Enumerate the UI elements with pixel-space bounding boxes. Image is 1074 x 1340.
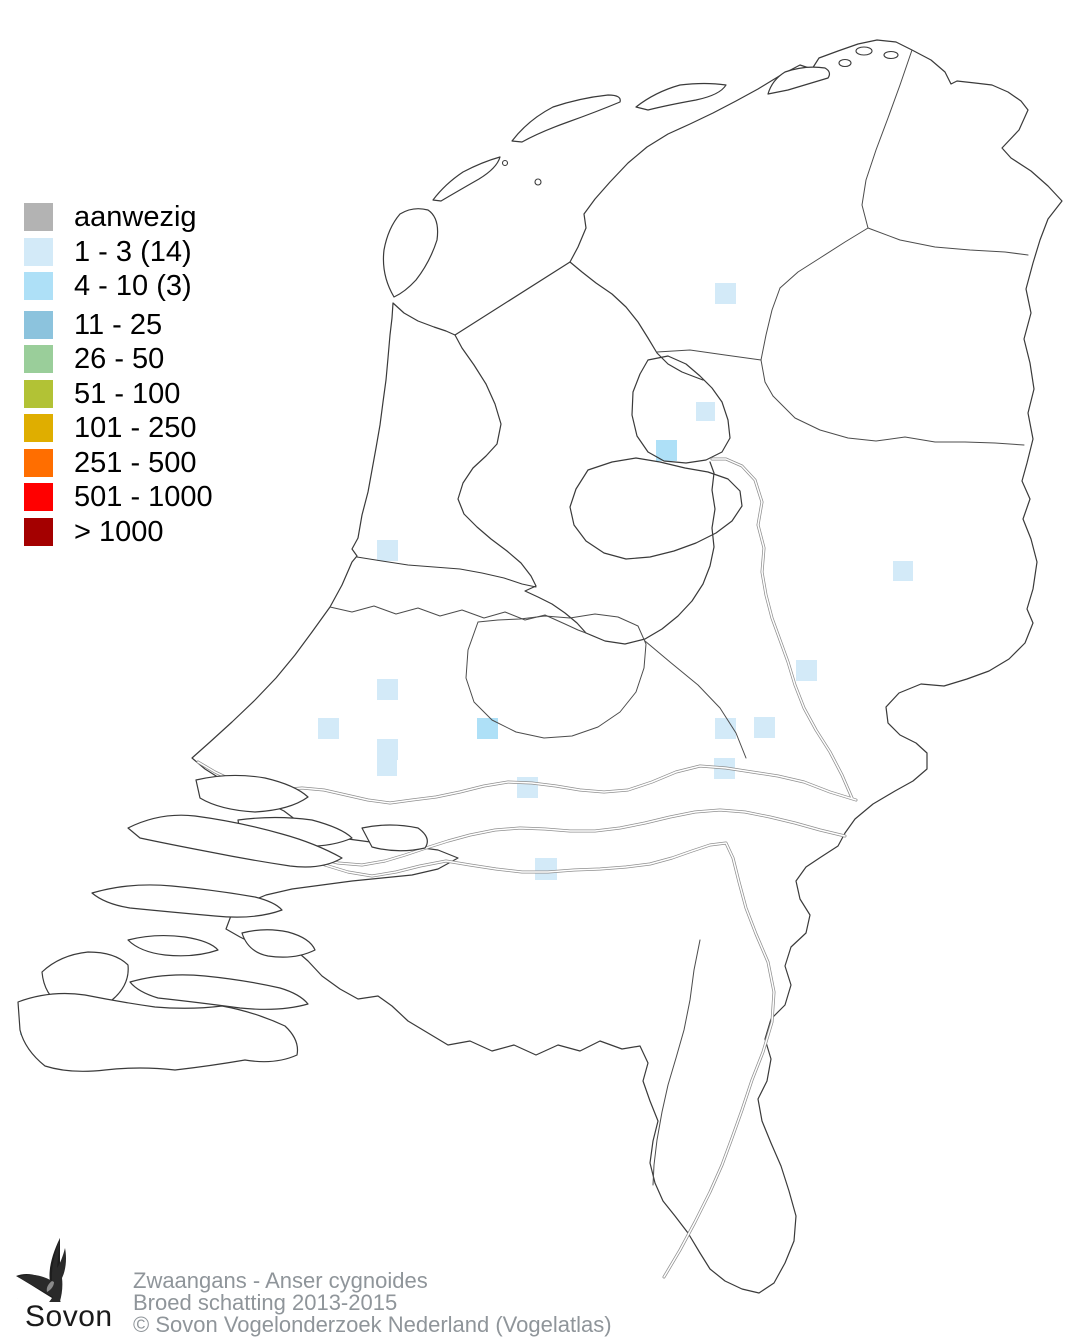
grid-square-1-3 (377, 756, 397, 776)
legend-row: 4 - 10 (3) (24, 270, 213, 302)
legend-swatch (24, 272, 53, 300)
legend-label: 101 - 250 (74, 412, 197, 444)
legend-row: aanwezig (24, 201, 213, 233)
legend-swatch (24, 345, 53, 373)
map-caption: Zwaangans - Anser cygnoides Broed schatt… (133, 1270, 612, 1335)
grid-square-1-3 (893, 561, 913, 581)
legend-swatch (24, 237, 53, 266)
legend-row: 11 - 25 (24, 308, 213, 341)
sovon-logo-text: Sovon (25, 1300, 113, 1333)
legend-row: > 1000 (24, 515, 213, 548)
legend-swatch (24, 483, 53, 511)
grid-square-1-3 (377, 739, 398, 760)
legend-swatch (24, 379, 53, 408)
grid-square-1-3 (377, 540, 398, 561)
border-friesland-south (656, 349, 762, 361)
border-groningen-friesland (861, 49, 913, 229)
legend-row: 26 - 50 (24, 343, 213, 375)
rivers (196, 457, 858, 1279)
border-noord-holland-south (329, 605, 587, 634)
survey-subtitle: Broed schatting 2013-2015 (133, 1289, 398, 1315)
border-utrecht (465, 613, 647, 739)
legend-row: 501 - 1000 (24, 481, 213, 513)
noord-holland-east-coast (454, 334, 587, 634)
grid-square-1-3 (535, 858, 557, 880)
grid-square-1-3 (517, 777, 538, 798)
noordzeekanaal (356, 556, 537, 588)
legend-swatch (24, 448, 53, 477)
legend-label: 51 - 100 (74, 377, 181, 410)
grid-square-1-3 (715, 283, 736, 304)
border-friesland-drenthe (779, 227, 869, 289)
randmeren-coast (585, 461, 716, 645)
border-gelderland-utrecht (644, 640, 747, 759)
border-drenthe-south (772, 395, 1025, 446)
legend-label: 1 - 3 (14) (74, 235, 192, 268)
legend-swatch (24, 310, 53, 339)
legend-row: 1 - 3 (14) (24, 235, 213, 268)
grid-square-1-3 (318, 718, 339, 739)
grid-square-1-3 (377, 679, 398, 700)
grid-square-1-3 (715, 718, 736, 739)
grid-square-4-10 (477, 718, 498, 739)
grid-squares-layer (20, 283, 913, 1035)
legend-swatch (24, 203, 53, 231)
mainland-coastline (191, 39, 1063, 1294)
border-groningen-drenthe (867, 227, 1029, 256)
legend-label: aanwezig (74, 201, 197, 233)
wadden-islands (382, 46, 899, 298)
grid-square-1-3 (796, 660, 817, 681)
noordoostpolder-outline (631, 355, 731, 464)
legend-row: 101 - 250 (24, 412, 213, 444)
copyright-line: © Sovon Vogelonderzoek Nederland (Vogela… (133, 1311, 612, 1337)
friesland-south-coast (569, 261, 704, 381)
grid-square-1-3 (754, 717, 775, 738)
legend-label: 251 - 500 (74, 446, 197, 479)
sovon-logo-bird-icon (10, 1238, 66, 1302)
legend-label: 501 - 1000 (74, 481, 213, 513)
legend-row: 251 - 500 (24, 446, 213, 479)
legend-label: 11 - 25 (74, 308, 163, 341)
delta-islands (17, 774, 428, 1072)
grid-square-4-10 (656, 440, 677, 461)
species-title: Zwaangans - Anser cygnoides (133, 1268, 428, 1293)
legend-label: 26 - 50 (74, 343, 165, 375)
flevoland-outline (569, 457, 743, 560)
legend: aanwezig 1 - 3 (14) 4 - 10 (3) 11 - 25 26 - … (24, 203, 213, 546)
legend-swatch (24, 517, 53, 546)
border-drenthe-west (760, 287, 781, 397)
grid-square-1-3 (696, 402, 715, 421)
border-brabant-limburg (652, 939, 701, 1186)
legend-swatch (24, 414, 53, 442)
legend-label: > 1000 (74, 515, 164, 548)
legend-row: 51 - 100 (24, 377, 213, 410)
legend-label: 4 - 10 (3) (74, 270, 192, 302)
